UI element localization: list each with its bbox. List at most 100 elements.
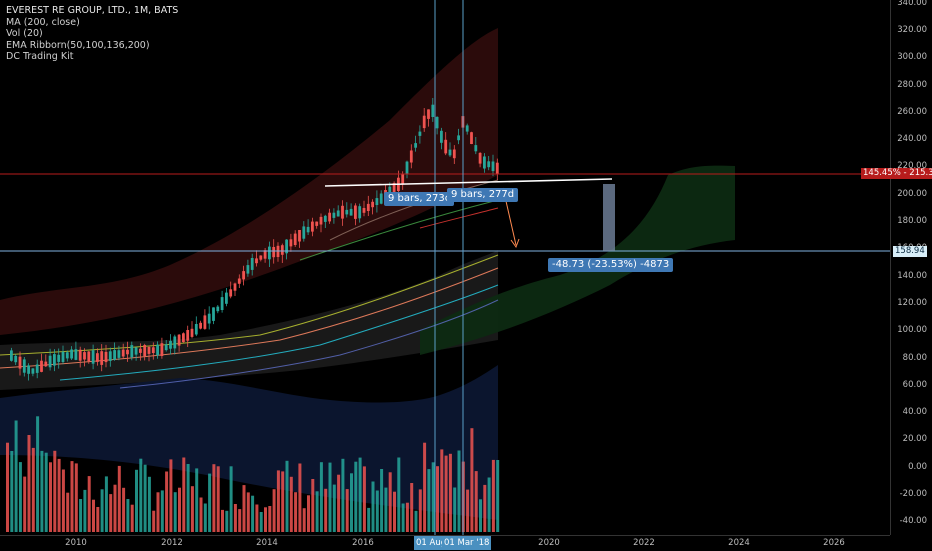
measure-label[interactable]: -48.73 (-23.53%) -4873 bbox=[548, 258, 674, 272]
neckline-trendline bbox=[324, 178, 613, 187]
volume-bar bbox=[40, 450, 44, 532]
level-price-badge: 158.94 bbox=[893, 246, 927, 257]
candle-body bbox=[272, 247, 276, 258]
volume-bar bbox=[6, 442, 9, 532]
cloud-band-fill bbox=[420, 165, 735, 355]
candle-body bbox=[250, 258, 254, 270]
candle-body bbox=[169, 340, 172, 349]
candle-body bbox=[345, 209, 349, 215]
candle-body bbox=[358, 206, 362, 219]
candle-body bbox=[354, 205, 357, 219]
volume-bar bbox=[474, 471, 478, 532]
time-tick: 2026 bbox=[823, 538, 845, 548]
volume-bar bbox=[496, 460, 500, 532]
candle-body bbox=[375, 198, 379, 205]
volume-bar bbox=[410, 483, 414, 532]
candle-body bbox=[61, 351, 65, 362]
volume-bar bbox=[66, 492, 70, 532]
candle-body bbox=[35, 364, 39, 373]
volume-bar bbox=[401, 503, 405, 532]
volume-bar bbox=[289, 476, 293, 532]
cursor-date-1: 01 Aug bbox=[414, 536, 449, 550]
candle-body bbox=[495, 162, 499, 175]
candle-body bbox=[48, 355, 52, 368]
volume-bar bbox=[453, 487, 457, 532]
chart-legend: EVEREST RE GROUP, LTD., 1M, BATS MA (200… bbox=[6, 5, 178, 63]
price-tick: 140.00 bbox=[897, 271, 927, 281]
candle-body bbox=[465, 125, 469, 132]
price-tick: 260.00 bbox=[897, 107, 927, 117]
volume-bar bbox=[199, 497, 203, 532]
volume-bar bbox=[31, 447, 35, 532]
candle-body bbox=[409, 150, 413, 163]
volume-bar bbox=[393, 491, 396, 532]
volume-bar bbox=[371, 481, 375, 532]
volume-bar bbox=[212, 464, 216, 532]
volume-bar bbox=[173, 492, 177, 532]
candle-body bbox=[259, 255, 263, 260]
volume-bar bbox=[126, 499, 130, 532]
volume-bar bbox=[83, 489, 87, 532]
candle-body bbox=[379, 193, 383, 204]
volume-bar bbox=[251, 495, 255, 532]
volume-bar bbox=[341, 458, 345, 532]
candle-body bbox=[427, 109, 430, 119]
volume-bar bbox=[397, 457, 401, 532]
candle-body bbox=[53, 354, 56, 366]
candle-body bbox=[401, 173, 405, 184]
bars-label-1[interactable]: 9 bars, 273c bbox=[384, 192, 455, 206]
volume-bar bbox=[221, 509, 224, 532]
candle-body bbox=[246, 265, 250, 274]
lower-band-fill bbox=[0, 365, 498, 520]
candle-body bbox=[392, 183, 396, 193]
candle-body bbox=[448, 149, 452, 156]
volume-bar bbox=[276, 470, 280, 532]
volume-bar bbox=[53, 450, 57, 532]
candle-body bbox=[190, 328, 194, 337]
volume-bar bbox=[332, 484, 336, 532]
candle-body bbox=[323, 215, 327, 222]
price-tick: 280.00 bbox=[897, 80, 927, 90]
price-tick: 80.00 bbox=[902, 353, 927, 363]
indicator-ema-ribbon[interactable]: EMA Ribborn(50,100,136,200) bbox=[6, 39, 150, 51]
candle-body bbox=[31, 368, 35, 374]
volume-bar bbox=[135, 469, 138, 532]
candle-body bbox=[315, 221, 319, 226]
volume-bar bbox=[440, 449, 444, 532]
candle-body bbox=[151, 347, 155, 353]
volume-bar bbox=[345, 489, 349, 532]
indicator-vol[interactable]: Vol (20) bbox=[6, 28, 43, 39]
candle-body bbox=[319, 216, 323, 225]
price-tick: 240.00 bbox=[897, 134, 927, 144]
candle-body bbox=[143, 345, 147, 357]
volume-bar bbox=[350, 473, 353, 532]
price-axis[interactable]: 340.00 320.00 300.00 280.00 260.00 240.0… bbox=[861, 0, 932, 535]
bars-label-2[interactable]: 9 bars, 277d bbox=[447, 188, 519, 202]
candle-body bbox=[233, 283, 237, 291]
volume-bar bbox=[92, 499, 95, 532]
candle-body bbox=[182, 333, 185, 343]
candle-body bbox=[173, 336, 177, 349]
time-tick: 2016 bbox=[352, 538, 374, 548]
candle-body bbox=[70, 349, 73, 359]
volume-bar bbox=[152, 510, 156, 532]
volume-bar bbox=[182, 457, 186, 532]
volume-bar bbox=[255, 504, 259, 532]
volume-bar bbox=[457, 450, 461, 532]
candle-body bbox=[194, 324, 198, 335]
candle-body bbox=[422, 115, 426, 129]
candle-body bbox=[177, 334, 181, 346]
indicator-dc-trading-kit[interactable]: DC Trading Kit bbox=[6, 51, 74, 62]
candle-body bbox=[336, 210, 340, 217]
time-axis[interactable]: 2010 2012 2014 2016 2020 2022 2024 2026 … bbox=[0, 535, 890, 551]
volume-bar bbox=[268, 506, 272, 532]
volume-bar bbox=[160, 490, 164, 532]
candle-body bbox=[293, 233, 297, 245]
price-tick: 180.00 bbox=[897, 216, 927, 226]
measure-rect bbox=[603, 184, 615, 251]
volume-bar bbox=[87, 476, 91, 532]
price-chart[interactable] bbox=[0, 0, 890, 535]
candle-body bbox=[130, 345, 134, 358]
indicator-ma[interactable]: MA (200, close) bbox=[6, 16, 80, 28]
